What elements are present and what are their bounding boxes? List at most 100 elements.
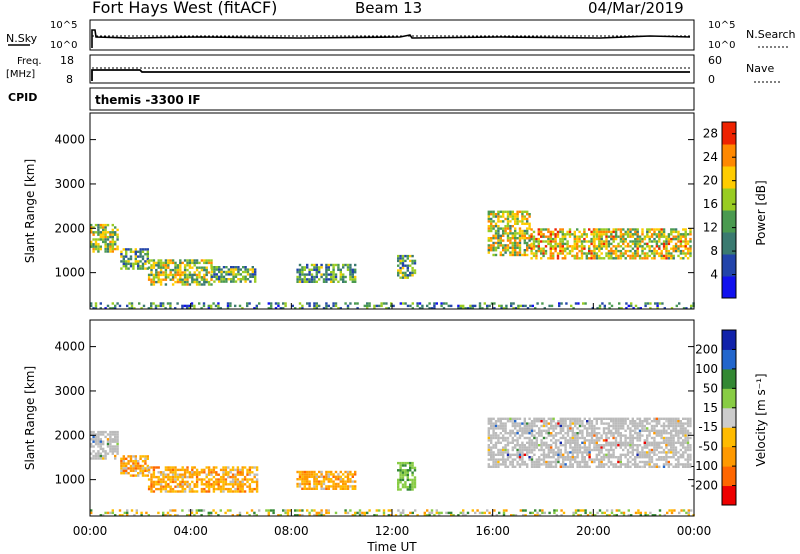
data-cell (90, 438, 93, 441)
data-cell (102, 514, 105, 517)
freq-label: Freq. (17, 56, 42, 67)
data-cell (141, 469, 145, 472)
data-cell (498, 304, 501, 308)
data-cell (590, 441, 594, 444)
data-cell (181, 271, 184, 274)
data-cell (646, 429, 649, 432)
data-cell (141, 248, 145, 251)
data-cell (253, 514, 256, 517)
data-cell (660, 233, 663, 236)
data-cell (137, 260, 140, 263)
data-cell (521, 453, 524, 456)
data-cell (186, 283, 189, 286)
data-cell (653, 257, 656, 260)
data-cell (686, 247, 690, 250)
data-cell (212, 485, 216, 488)
data-cell (607, 427, 610, 430)
data-cell (528, 444, 531, 447)
data-cell (590, 429, 594, 432)
data-cell (97, 450, 100, 453)
data-cell (622, 422, 625, 425)
data-cell (677, 417, 680, 420)
data-cell (325, 511, 328, 515)
data-cell (238, 514, 242, 517)
data-cell (492, 213, 495, 216)
data-cell (583, 247, 586, 250)
data-cell (497, 213, 500, 216)
data-cell (514, 249, 517, 252)
data-cell (658, 441, 661, 444)
data-cell (111, 438, 114, 441)
data-cell (530, 448, 534, 452)
data-cell (147, 487, 151, 491)
data-cell (655, 422, 658, 425)
data-cell (502, 436, 505, 440)
data-cell (629, 240, 632, 243)
data-cell (689, 247, 692, 250)
data-cell (134, 248, 137, 251)
data-cell (523, 237, 526, 240)
data-cell (646, 514, 650, 517)
data-cell (122, 472, 125, 475)
data-cell (125, 472, 128, 475)
data-cell (274, 307, 278, 310)
data-cell (181, 273, 184, 277)
data-cell (649, 307, 652, 310)
data-cell (164, 490, 168, 493)
data-cell (354, 485, 357, 488)
data-cell (152, 261, 156, 265)
data-cell (132, 262, 135, 265)
data-cell (492, 215, 495, 218)
data-cell (214, 511, 218, 515)
data-cell (576, 427, 579, 430)
data-cell (595, 427, 598, 430)
data-cell (198, 283, 201, 286)
data-cell (399, 254, 402, 258)
data-cell (332, 302, 335, 305)
data-cell (152, 466, 156, 469)
data-cell (535, 249, 538, 253)
data-cell (334, 485, 338, 488)
data-cell (104, 450, 107, 453)
data-cell (334, 511, 338, 515)
data-cell (114, 440, 117, 443)
data-cell (574, 439, 577, 442)
data-cell (397, 264, 400, 267)
data-cell (662, 456, 666, 459)
data-cell (251, 478, 254, 481)
data-cell (186, 268, 189, 272)
data-cell (595, 245, 599, 248)
data-cell (490, 436, 493, 440)
data-cell (504, 422, 507, 425)
data-cell (164, 276, 168, 279)
data-cell (322, 273, 326, 276)
data-cell (549, 249, 552, 253)
data-cell (111, 509, 114, 512)
data-cell (210, 511, 213, 515)
data-cell (188, 273, 192, 277)
data-cell (653, 424, 656, 428)
data-cell (497, 441, 500, 444)
data-cell (397, 257, 400, 260)
data-cell (667, 432, 670, 435)
data-cell (144, 262, 147, 265)
data-cell (97, 442, 100, 446)
data-cell (306, 473, 309, 476)
data-cell (205, 268, 208, 272)
data-cell (387, 514, 390, 517)
data-cell (325, 304, 328, 308)
data-cell (606, 509, 609, 512)
data-cell (114, 447, 117, 451)
data-cell (566, 233, 569, 236)
data-cell (97, 243, 100, 246)
data-cell (636, 237, 639, 241)
data-cell (576, 436, 579, 440)
data-cell (576, 245, 579, 248)
data-cell (122, 457, 125, 460)
data-cell (308, 271, 311, 274)
data-cell (593, 237, 596, 241)
data-cell (294, 307, 297, 310)
data-cell (330, 275, 333, 279)
data-cell (494, 253, 498, 257)
data-cell (610, 456, 613, 459)
